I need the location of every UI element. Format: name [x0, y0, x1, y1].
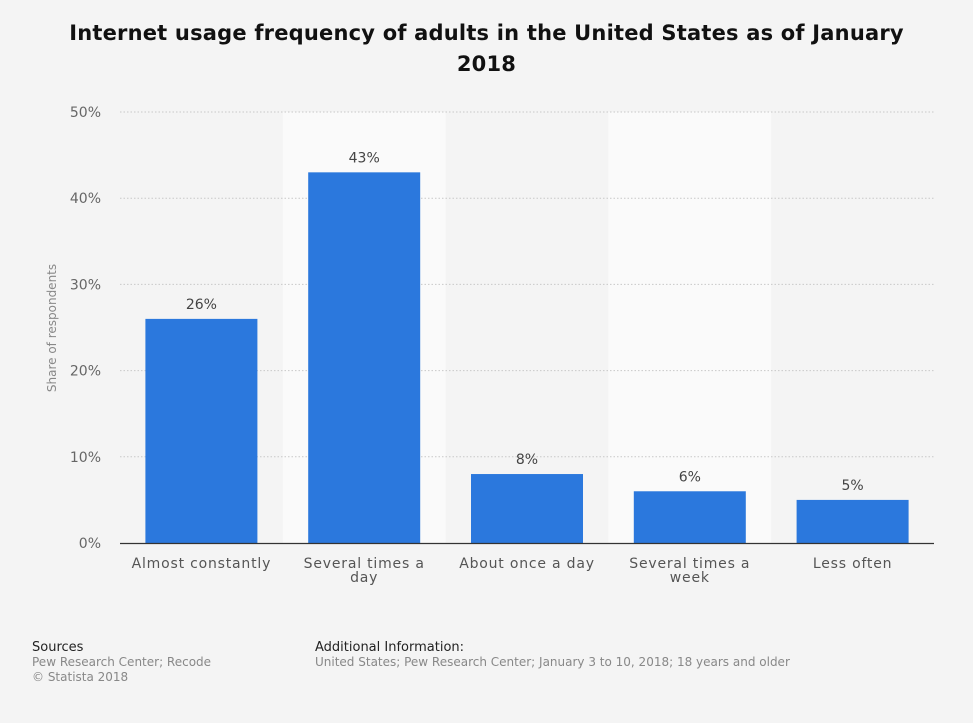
gridlines: [120, 111, 934, 458]
data-label: 43%: [349, 150, 380, 166]
y-axis-label: Share of respondents: [45, 264, 59, 392]
x-tick-label: Almost constantly: [131, 556, 272, 572]
x-tick-label: Several times a week: [629, 556, 751, 586]
y-axis-ticks: 0% 10% 20% 30% 40% 50%: [70, 105, 101, 552]
chart-title: Internet usage frequency of adults in th…: [69, 21, 904, 76]
y-tick-label: 20%: [70, 364, 101, 380]
y-tick-label: 10%: [70, 450, 101, 466]
sources-heading: Sources: [32, 640, 84, 655]
bar[interactable]: [633, 491, 746, 543]
sources-block: Sources Pew Research Center; Recode © St…: [32, 640, 211, 685]
y-tick-label: 40%: [70, 191, 101, 207]
data-labels: 26% 43% 8% 6% 5%: [186, 150, 864, 494]
sources-line-1: Pew Research Center; Recode: [32, 655, 212, 669]
bar[interactable]: [796, 499, 909, 543]
bar[interactable]: [471, 474, 583, 543]
additional-info-block: Additional Information: United States; P…: [315, 640, 790, 670]
category-band: [608, 112, 772, 543]
sources-line-2: © Statista 2018: [32, 670, 129, 684]
data-label: 5%: [841, 478, 863, 494]
y-tick-label: 50%: [70, 105, 101, 121]
additional-info-text: United States; Pew Research Center; Janu…: [315, 655, 790, 669]
data-label: 8%: [516, 452, 538, 468]
y-tick-label: 0%: [79, 536, 101, 552]
x-tick-label: Several times a day: [303, 556, 425, 586]
y-tick-label: 30%: [70, 277, 101, 293]
bar[interactable]: [145, 318, 258, 543]
data-label: 26%: [186, 297, 217, 313]
x-tick-label: About once a day: [459, 556, 595, 572]
additional-info-heading: Additional Information:: [315, 640, 465, 655]
bars: [145, 172, 909, 543]
data-label: 6%: [679, 469, 701, 485]
x-tick-label: Less often: [812, 556, 893, 572]
bar[interactable]: [308, 172, 421, 543]
